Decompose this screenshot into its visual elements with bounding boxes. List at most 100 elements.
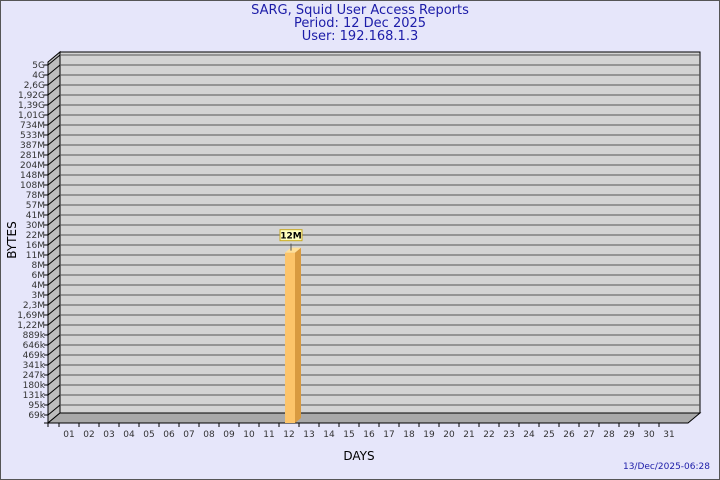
chart-user: User: 192.168.1.3 [301, 29, 419, 44]
y-tick-label: 247k [23, 371, 46, 381]
y-tick-label: 11M [26, 251, 45, 261]
y-tick-label: 1,92G [18, 91, 45, 101]
x-tick-label: 30 [643, 430, 655, 440]
y-tick-slant [47, 394, 61, 406]
y-tick-label: 95k [28, 401, 45, 411]
x-tick-label: 03 [103, 430, 114, 440]
x-tick-label: 01 [63, 430, 74, 440]
y-tick-label: 4M [32, 281, 46, 291]
y-tick-slant [47, 74, 61, 86]
y-tick-label: 646k [23, 341, 46, 351]
y-tick-slant [47, 284, 61, 296]
x-tick-label: 17 [383, 430, 394, 440]
y-tick-label: 281M [20, 151, 45, 161]
side-wall [47, 50, 61, 425]
x-tick-label: 29 [623, 430, 635, 440]
y-tick-label: 341k [23, 361, 46, 371]
y-tick-slant [47, 84, 61, 96]
y-tick-label: 1,69M [17, 311, 45, 321]
x-tick-label: 20 [443, 430, 455, 440]
y-tick-slant [47, 264, 61, 276]
y-tick-label: 2,6G [24, 81, 45, 91]
y-tick-slant [47, 214, 61, 226]
y-tick-slant [47, 174, 61, 186]
y-tick-slant [47, 184, 61, 196]
y-tick-slant [47, 334, 61, 346]
y-tick-label: 3M [32, 291, 46, 301]
x-tick-label: 09 [223, 430, 235, 440]
y-tick-label: 8M [32, 261, 46, 271]
x-tick-label: 07 [183, 430, 194, 440]
y-tick-slant [47, 224, 61, 236]
x-tick-label: 16 [363, 430, 375, 440]
bar [285, 252, 295, 423]
y-tick-slant [47, 384, 61, 396]
y-tick-slant [47, 154, 61, 166]
x-tick-label: 10 [243, 430, 255, 440]
x-tick-label: 22 [483, 430, 494, 440]
y-tick-slant [47, 54, 61, 66]
y-tick-slant [47, 404, 61, 416]
y-tick-label: 4G [32, 71, 45, 81]
bar-side [295, 247, 301, 423]
x-tick-label: 28 [603, 430, 615, 440]
bar-label: 12M [280, 232, 302, 242]
y-tick-label: 30M [26, 221, 45, 231]
y-tick-slant [47, 274, 61, 286]
y-tick-label: 1,01G [18, 111, 45, 121]
y-tick-label: 131k [23, 391, 46, 401]
x-tick-label: 05 [143, 430, 154, 440]
y-tick-slant [47, 374, 61, 386]
x-tick-label: 13 [303, 430, 314, 440]
y-tick-label: 69k [28, 411, 45, 421]
y-tick-label: 22M [26, 231, 45, 241]
y-tick-label: 108M [20, 181, 45, 191]
x-tick-label: 18 [403, 430, 415, 440]
x-tick-label: 06 [163, 430, 175, 440]
y-tick-slant [47, 294, 61, 306]
y-tick-label: 889k [23, 331, 46, 341]
y-tick-label: 1,39G [18, 101, 45, 111]
y-tick-slant [47, 244, 61, 256]
y-tick-label: 148M [20, 171, 45, 181]
y-tick-label: 6M [32, 271, 46, 281]
y-tick-label: 78M [26, 191, 45, 201]
y-tick-slant [47, 354, 61, 366]
y-tick-label: 16M [26, 241, 45, 251]
x-tick-label: 23 [503, 430, 514, 440]
y-tick-slant [47, 144, 61, 156]
x-tick-label: 19 [423, 430, 435, 440]
y-tick-slant [47, 124, 61, 136]
x-axis-title: DAYS [343, 449, 374, 463]
y-tick-slant [47, 254, 61, 266]
y-tick-slant [47, 164, 61, 176]
y-tick-slant [47, 304, 61, 316]
x-tick-label: 15 [343, 430, 354, 440]
y-tick-slant [47, 114, 61, 126]
x-tick-label: 25 [543, 430, 554, 440]
x-tick-label: 02 [83, 430, 94, 440]
timestamp: 13/Dec/2025-06:28 [622, 462, 710, 472]
floor [46, 412, 702, 424]
y-tick-slant [47, 364, 61, 376]
y-tick-slant [47, 64, 61, 76]
y-tick-label: 469k [23, 351, 46, 361]
bar-label-box [279, 229, 303, 242]
y-tick-slant [47, 94, 61, 106]
y-tick-label: 5G [32, 61, 45, 71]
y-tick-label: 41M [26, 211, 45, 221]
y-tick-slant [47, 104, 61, 116]
chart-title: SARG, Squid User Access Reports [251, 3, 469, 18]
y-tick-slant [47, 234, 61, 246]
y-tick-slant [47, 194, 61, 206]
x-tick-label: 26 [563, 430, 575, 440]
y-tick-slant [47, 324, 61, 336]
x-tick-label: 04 [123, 430, 135, 440]
y-tick-label: 204M [20, 161, 45, 171]
x-tick-label: 21 [463, 430, 474, 440]
y-tick-label: 1,22M [17, 321, 45, 331]
x-tick-label: 12 [283, 430, 294, 440]
x-tick-label: 11 [263, 430, 274, 440]
y-tick-slant [47, 204, 61, 216]
